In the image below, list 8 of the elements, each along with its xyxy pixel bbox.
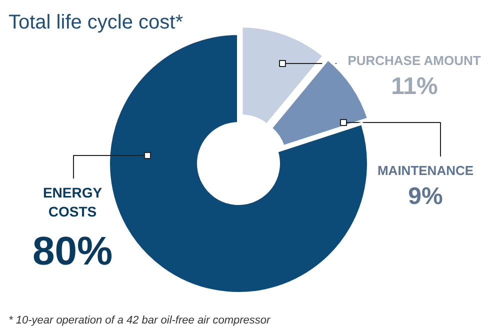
slice-label: ENERGY COSTS	[42, 184, 103, 220]
text: * 10-year operation of a 42 bar oil-free air compressor	[8, 314, 272, 326]
data-label: 11%	[391, 73, 438, 100]
data-label: 80%	[32, 230, 113, 274]
data-label: 9%	[408, 183, 443, 210]
slice-label: MAINTENANCE	[377, 163, 474, 178]
slice-label: PURCHASE AMOUNT	[348, 53, 481, 68]
chart-title: Total life cycle cost*	[8, 12, 184, 34]
